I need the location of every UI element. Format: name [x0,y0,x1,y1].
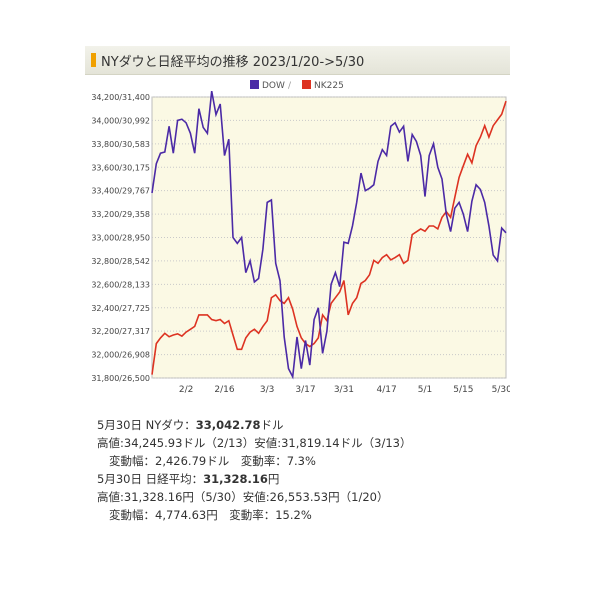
y-tick-label: 32,000/26,908 [91,351,150,360]
dow-date-label: 5月30日 NYダウ： [97,418,196,432]
legend-separator: / [288,81,292,91]
title-marker-icon [91,53,96,67]
line-chart: 31,800/26,500 32,000/26,908 32,200/27,317 3… [91,80,510,395]
legend-dow-label: DOW [262,81,285,91]
nk-unit: 円 [267,472,280,486]
x-tick-label: 2/2 [179,385,193,395]
dow-summary-row: 5月30日 NYダウ：33,042.78ドル [97,416,507,434]
y-tick-label: 33,600/30,175 [91,163,150,172]
legend-nk225-swatch [302,80,311,89]
dow-close-value: 33,042.78 [195,418,261,432]
y-tick-label: 33,200/29,358 [91,210,150,219]
x-tick-label: 3/17 [295,385,315,395]
nk-change-row: 変動幅：4,774.63円 変動率：15.2% [109,508,312,522]
x-tick-label: 3/31 [334,385,354,395]
chart-title: NYダウと日経平均の推移 2023/1/20->5/30 [101,55,365,70]
y-tick-label: 33,000/28,950 [91,234,150,243]
chart-title-bar: NYダウと日経平均の推移 2023/1/20->5/30 [85,46,510,75]
dow-change-row: 変動幅：2,426.79ドル 変動率：7.3% [109,454,316,468]
y-tick-label: 32,600/28,133 [91,280,150,289]
dow-series-line [151,90,507,380]
nk-date-label: 5月30日 日経平均： [97,472,204,486]
y-tick-label: 33,400/29,767 [91,187,150,196]
nk-range-row: 高値:31,328.16円（5/30）安値:26,553.53円（1/20） [97,490,389,504]
x-tick-label: 5/1 [418,385,432,395]
legend: DOW / NK225 [250,80,344,91]
nk-summary-row: 5月30日 日経平均：31,328.16円 [97,470,507,488]
summary-block: 5月30日 NYダウ：33,042.78ドル 高値:34,245.93ドル（2/… [97,416,507,524]
legend-dow-swatch [250,80,259,89]
y-tick-label: 32,400/27,725 [91,304,150,313]
x-tick-label: 5/30 [492,385,510,395]
x-axis-tick-labels: 2/2 2/16 3/3 3/17 3/31 4/17 5/1 5/15 5/30 [179,385,510,395]
dow-range-row: 高値:34,245.93ドル（2/13）安値:31,819.14ドル（3/13） [97,436,412,450]
grid-lines [152,96,506,379]
nk-close-value: 31,328.16 [203,472,268,486]
x-tick-label: 5/15 [453,385,473,395]
y-tick-label: 34,000/30,992 [91,116,150,125]
legend-nk225-label: NK225 [314,81,344,91]
dow-unit: ドル [260,418,284,432]
chart-panel: NYダウと日経平均の推移 2023/1/20->5/30 31,800/26,5… [85,46,510,546]
y-axis-tick-labels: 31,800/26,500 32,000/26,908 32,200/27,317 3… [91,93,150,383]
y-tick-label: 32,800/28,542 [91,257,150,266]
y-tick-label: 32,200/27,317 [91,327,150,336]
y-tick-label: 33,800/30,583 [91,140,150,149]
y-tick-label: 31,800/26,500 [91,374,150,383]
x-tick-label: 4/17 [376,385,396,395]
x-tick-label: 3/3 [260,385,274,395]
y-tick-label: 34,200/31,400 [91,93,150,102]
x-tick-label: 2/16 [214,385,234,395]
